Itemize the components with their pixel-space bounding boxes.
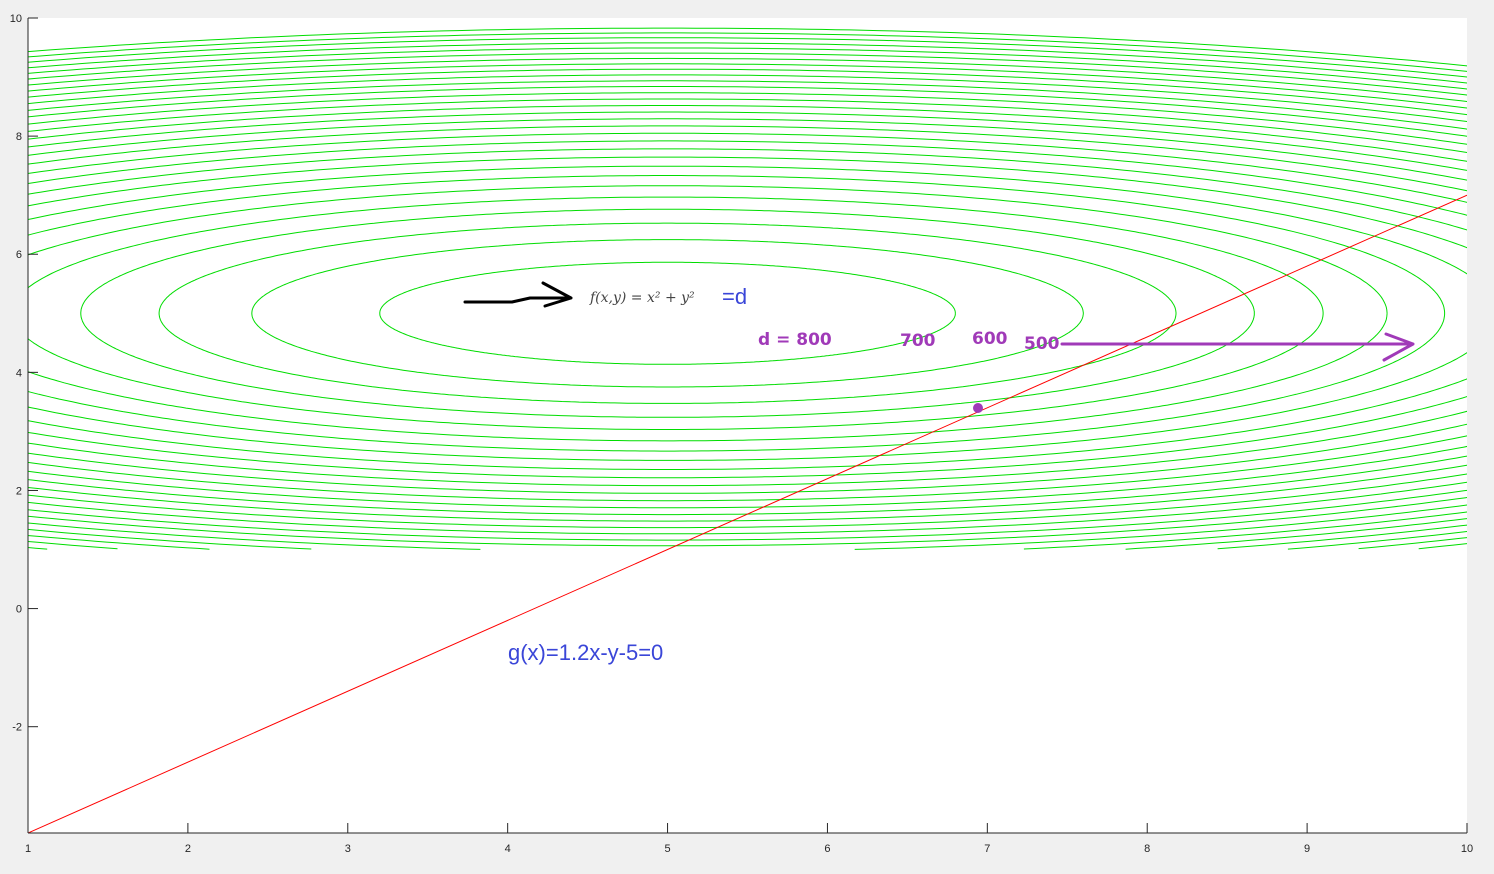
contour-line: [28, 68, 1467, 550]
contour-line: [28, 98, 1467, 529]
contour-line: [28, 132, 1467, 494]
contour-line: [28, 156, 1467, 470]
level-700-label: 700: [900, 331, 936, 351]
level-500-label: 500: [1024, 334, 1060, 354]
contour-line: [28, 118, 1467, 509]
contour-line: [28, 165, 1467, 461]
y-ticks: -2 0 2 4 6 8 10: [10, 13, 38, 734]
black-arrow-annotation: [463, 281, 573, 308]
contour-line: [28, 185, 1388, 442]
constraint-line: [28, 194, 1467, 833]
x-tick-label: 1: [25, 843, 31, 855]
x-ticks: 1 2 3 4 5 6 7 8 9 10: [25, 823, 1473, 855]
x-tick-label: 10: [1461, 843, 1473, 855]
x-tick-label: 7: [984, 843, 990, 855]
constraint-line-group: [28, 194, 1467, 833]
y-tick-label: 4: [16, 367, 22, 379]
contour-line: [251, 239, 1084, 388]
contour-line: [379, 261, 956, 365]
x-tick-label: 6: [824, 843, 830, 855]
y-tick-label: -2: [12, 722, 22, 734]
y-tick-label: 2: [16, 485, 22, 497]
x-tick-label: 9: [1304, 843, 1310, 855]
contour-line: [28, 86, 1467, 541]
y-tick-label: 0: [16, 604, 22, 616]
y-tick-label: 10: [10, 13, 22, 25]
contour-line: [28, 63, 1467, 550]
tangent-point-marker: [973, 403, 983, 413]
contour-line: [80, 208, 1255, 418]
x-tick-label: 8: [1144, 843, 1150, 855]
f-formula-label: f(x,y) = x² + y²: [589, 290, 695, 306]
x-tick-label: 4: [505, 843, 511, 855]
plot-area: [28, 18, 1467, 833]
d-800-label: d = 800: [758, 330, 832, 350]
contour-line: [28, 140, 1467, 487]
level-600-label: 600: [972, 329, 1008, 349]
contour-line: [28, 74, 1467, 550]
contour-line: [28, 57, 1467, 550]
x-tick-label: 2: [185, 843, 191, 855]
annotations: f(x,y) = x² + y² =d g(x)=1.2x-y-5=0 d = …: [463, 281, 1415, 665]
contour-line: [28, 196, 1324, 430]
contour-line: [28, 80, 1467, 547]
contour-line: [28, 148, 1467, 479]
contour-line: [28, 175, 1446, 452]
x-tick-label: 3: [345, 843, 351, 855]
contour-lines: [28, 27, 1467, 550]
contour-line: [28, 92, 1467, 535]
x-tick-label: 5: [664, 843, 670, 855]
equals-d-label: =d: [722, 284, 747, 309]
contour-line: [158, 222, 1177, 404]
y-tick-label: 8: [16, 131, 22, 143]
contour-line: [28, 125, 1467, 502]
contour-line: [28, 111, 1467, 516]
axes: [27, 18, 1467, 834]
g-constraint-label: g(x)=1.2x-y-5=0: [508, 640, 663, 665]
purple-arrow-annotation: [1060, 332, 1415, 362]
y-tick-label: 6: [16, 249, 22, 261]
contour-line: [28, 105, 1467, 522]
